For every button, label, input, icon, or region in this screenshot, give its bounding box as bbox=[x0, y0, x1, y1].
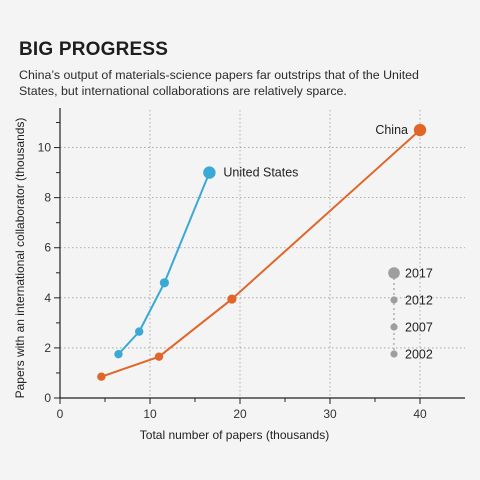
legend-year-2002: 2002 bbox=[405, 348, 433, 362]
x-tick-label: 10 bbox=[143, 407, 157, 421]
legend-year-2017: 2017 bbox=[405, 267, 433, 281]
y-tick-label: 0 bbox=[44, 391, 51, 405]
x-tick-label: 0 bbox=[57, 407, 64, 421]
y-tick-label: 10 bbox=[38, 141, 52, 155]
series: United States China bbox=[97, 123, 427, 381]
grid bbox=[60, 110, 465, 398]
united-states-point-2007 bbox=[135, 327, 144, 336]
legend-dot-2012 bbox=[390, 296, 398, 304]
x-axis-label: Total number of papers (thousands) bbox=[140, 428, 329, 442]
china-point-2012 bbox=[227, 294, 237, 304]
x-tick-label: 30 bbox=[323, 407, 337, 421]
legend-dot-2002 bbox=[390, 350, 398, 358]
united-states-point-2017 bbox=[203, 166, 216, 179]
united-states-point-2012 bbox=[159, 278, 169, 288]
y-tick-label: 8 bbox=[44, 191, 51, 205]
y-tick-label: 6 bbox=[44, 241, 51, 255]
chart-subtitle: China’s output of materials-science pape… bbox=[19, 68, 419, 98]
china-point-2002 bbox=[97, 372, 106, 381]
united-states-point-2002 bbox=[114, 349, 123, 359]
year-legend: 2017 2012 2007 2002 bbox=[388, 267, 433, 362]
united-states-series-label: United States bbox=[223, 166, 298, 180]
china-line bbox=[101, 129, 421, 378]
china-point-2007 bbox=[154, 352, 164, 361]
legend-year-2012: 2012 bbox=[405, 294, 433, 308]
china-series-label: China bbox=[375, 123, 408, 137]
x-tick-label: 40 bbox=[413, 407, 427, 421]
y-axis-label: Papers with an international collaborato… bbox=[13, 118, 27, 399]
y-tick-label: 4 bbox=[44, 291, 51, 305]
united-states-line bbox=[117, 172, 211, 355]
legend-dot-2017 bbox=[388, 267, 400, 279]
legend-year-2007: 2007 bbox=[405, 321, 433, 335]
china-point-2017 bbox=[413, 123, 427, 137]
axes: 0 10 20 30 40 0 2 4 6 8 10 bbox=[38, 108, 465, 421]
legend-dot-2007 bbox=[390, 323, 398, 331]
chart-title: BIG PROGRESS bbox=[19, 39, 169, 60]
x-tick-label: 20 bbox=[233, 407, 247, 421]
y-tick-label: 2 bbox=[44, 341, 51, 355]
